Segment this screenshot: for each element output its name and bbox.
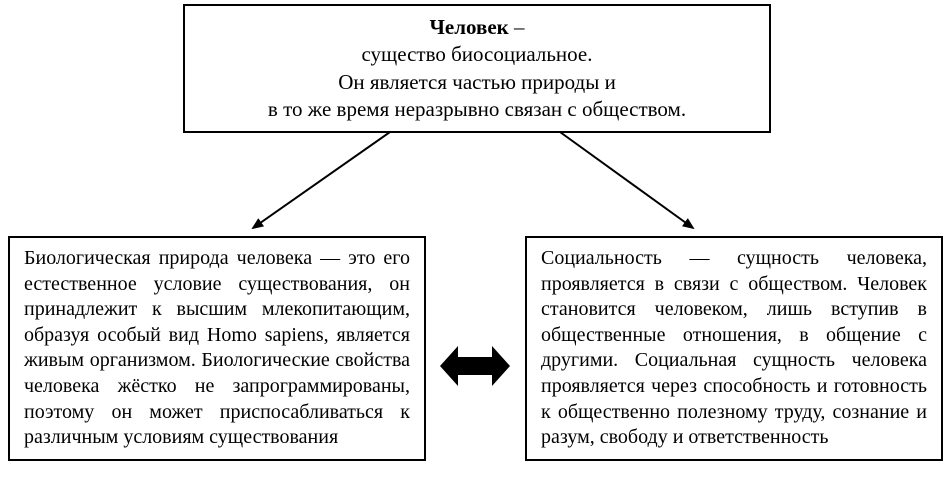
- top-line-3: Он является частью природы и: [199, 69, 755, 96]
- arrow-to-biological: [253, 132, 390, 228]
- biological-nature-text: Биологическая природа человека — это его…: [24, 247, 410, 448]
- top-line-2: существо биосоциальное.: [199, 41, 755, 68]
- top-title-word: Человек: [429, 15, 508, 39]
- top-line-4: в то же время неразрывно связан с общест…: [199, 96, 755, 123]
- top-line-1: Человек –: [199, 14, 755, 41]
- biological-nature-box: Биологическая природа человека — это его…: [8, 236, 426, 461]
- diagram-canvas: Человек – существо биосоциальное. Он явл…: [0, 0, 951, 501]
- social-nature-box: Социальность — сущность человека, проявл…: [525, 236, 943, 461]
- arrow-to-social: [560, 132, 693, 228]
- double-arrow-icon: [440, 346, 510, 386]
- social-nature-text: Социальность — сущность человека, проявл…: [541, 247, 927, 448]
- top-line1-rest: –: [509, 15, 525, 39]
- top-concept-box: Человек – существо биосоциальное. Он явл…: [183, 4, 771, 133]
